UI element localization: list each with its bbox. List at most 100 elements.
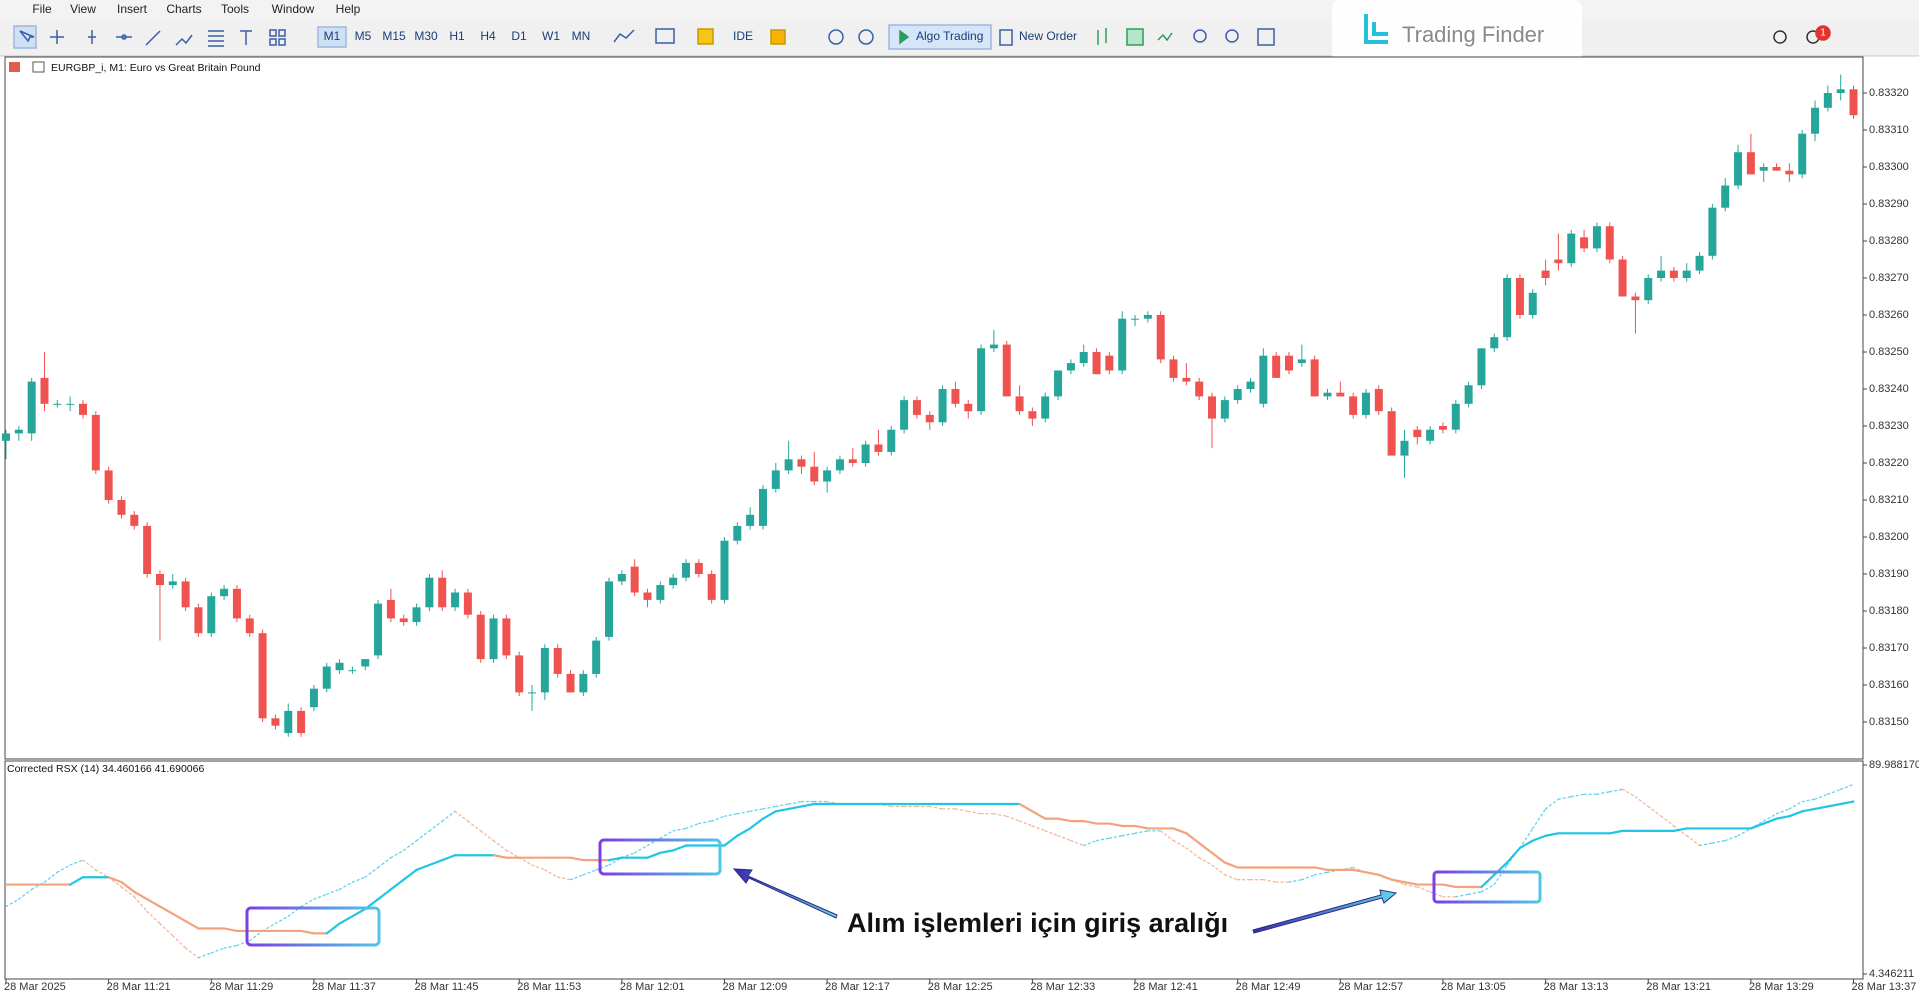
indicator-line-segment — [634, 844, 649, 854]
candle-body — [297, 710, 306, 734]
candle-body — [579, 673, 588, 693]
indicator-line-segment — [531, 864, 546, 871]
timeframe-button[interactable]: M5 — [355, 29, 372, 43]
candle-body — [1426, 429, 1435, 441]
candle-body — [1695, 255, 1704, 271]
candle-body — [1182, 377, 1191, 382]
indicator-line-segment — [993, 813, 1008, 817]
indicator-line-segment — [338, 881, 354, 891]
candle-body — [1759, 167, 1768, 171]
candle-body — [707, 574, 716, 600]
candle-body — [1734, 152, 1743, 186]
menu-item[interactable]: File — [32, 2, 52, 16]
candle-body — [540, 648, 549, 693]
timeframe-button[interactable]: MN — [572, 29, 591, 43]
y-tick-label: 0.83310 — [1869, 124, 1909, 136]
candle-body — [823, 470, 832, 482]
indicator-line-segment — [1698, 842, 1714, 847]
candle-body — [758, 488, 767, 526]
indicator-line-segment — [1224, 874, 1239, 881]
ide-button[interactable]: IDE — [733, 29, 753, 43]
candle-body — [1618, 259, 1627, 297]
indicator-line-segment — [1801, 807, 1817, 813]
indicator-line-segment — [1749, 822, 1765, 830]
y-tick-label: 0.83320 — [1869, 87, 1909, 99]
menu-item[interactable]: Help — [336, 2, 361, 16]
candle-body — [399, 618, 408, 623]
chart-icon — [9, 62, 20, 72]
menu-item[interactable]: View — [70, 2, 96, 16]
candle-body — [669, 577, 678, 586]
candle-body — [104, 470, 113, 500]
indicator-line-segment — [1095, 837, 1111, 842]
candle-body — [1477, 348, 1486, 386]
indicator-line-segment — [18, 888, 33, 900]
indicator-line-segment — [1403, 883, 1418, 888]
indicator-line-segment — [1570, 793, 1585, 798]
indicator-line-segment — [1057, 835, 1072, 842]
candle-body — [348, 670, 357, 672]
candle-body — [1387, 411, 1396, 456]
candle-body — [245, 618, 254, 634]
logo-panel — [1332, 0, 1582, 66]
x-tick-label: 28 Mar 11:45 — [415, 981, 479, 993]
x-tick-label: 28 Mar 13:21 — [1646, 981, 1711, 993]
timeframe-button[interactable]: M1 — [324, 29, 341, 43]
indicator-line-segment — [428, 820, 443, 832]
indicator-line-segment — [1647, 805, 1662, 817]
y-tick-label: 0.83190 — [1869, 568, 1909, 580]
indicator-line-segment — [1160, 830, 1175, 842]
timeframe-button[interactable]: D1 — [511, 29, 527, 43]
indicator-line-segment — [223, 944, 238, 949]
indicator-line-segment — [1198, 841, 1214, 854]
x-tick-label: 28 Mar 12:01 — [620, 981, 685, 993]
indicator-line-segment — [1788, 800, 1803, 810]
menu-item[interactable]: Window — [272, 2, 315, 16]
candle-body — [1528, 292, 1537, 315]
timeframe-button[interactable]: M30 — [414, 29, 438, 43]
candle-body — [771, 470, 780, 489]
timeframe-button[interactable]: W1 — [542, 29, 560, 43]
candle-body — [91, 414, 100, 471]
timeframe-button[interactable]: H4 — [480, 29, 496, 43]
candle-body — [1169, 359, 1178, 378]
timeframe-button[interactable]: H1 — [449, 29, 465, 43]
indicator-line-segment — [1301, 874, 1316, 881]
indicator-line-segment — [607, 856, 623, 862]
indicator-line-segment — [1724, 835, 1739, 842]
menu-item[interactable]: Insert — [117, 2, 148, 16]
menu-item[interactable]: Tools — [221, 2, 249, 16]
indicator-line-segment — [1544, 798, 1560, 810]
algo-trading-button[interactable]: Algo Trading — [916, 29, 983, 43]
indicator-line-segment — [467, 820, 482, 832]
indicator-line-segment — [159, 922, 174, 937]
candle-body — [361, 659, 370, 667]
x-tick-label: 28 Mar 11:37 — [312, 981, 376, 993]
indicator-line-segment — [1480, 883, 1495, 893]
candle-body — [1131, 318, 1140, 320]
candle-body — [476, 614, 485, 660]
indicator-line-segment — [325, 922, 341, 935]
new-order-button[interactable]: New Order — [1019, 29, 1077, 43]
indicator-line-segment — [1070, 839, 1085, 847]
indicator-line-segment — [1108, 835, 1123, 839]
candle-body — [1657, 270, 1666, 278]
candle-body — [1451, 403, 1460, 430]
x-tick-label: 28 Mar 13:37 — [1852, 981, 1917, 993]
y-tick-label: 89.988170 — [1869, 759, 1919, 771]
indicator-line-segment — [441, 854, 457, 862]
candle-body — [1310, 359, 1319, 397]
menu-item[interactable]: Charts — [166, 2, 201, 16]
x-tick-label: 28 Mar 2025 — [4, 981, 66, 993]
timeframe-button[interactable]: M15 — [382, 29, 406, 43]
y-tick-label: 0.83270 — [1869, 272, 1909, 284]
indicator-line-segment — [1018, 802, 1034, 813]
indicator-line-segment — [582, 869, 597, 876]
candle-body — [1464, 385, 1473, 404]
indicator-line-segment — [249, 930, 264, 942]
candle-body — [1002, 344, 1011, 397]
candle-body — [181, 581, 190, 608]
indicator-line-segment — [1210, 851, 1226, 864]
indicator-line-segment — [146, 898, 162, 908]
indicator-line-segment — [1737, 827, 1752, 837]
